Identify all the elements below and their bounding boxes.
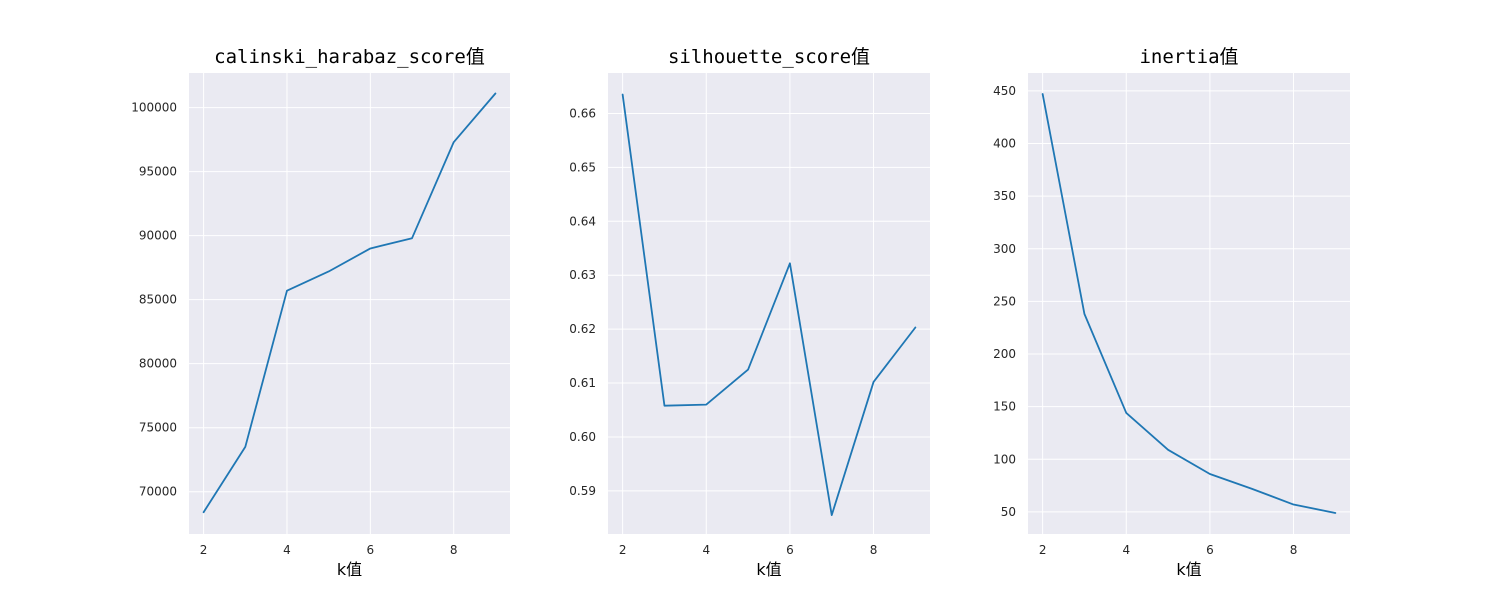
x-axis-label: k值 xyxy=(337,560,362,579)
x-axis-label: k值 xyxy=(756,560,781,579)
x-tick-label: 8 xyxy=(1290,543,1298,557)
chart-panel-inertia: 2 4 6 8 50 100 150 200 250 300 350 400 450 inertia值… xyxy=(993,46,1350,579)
x-tick-label: 8 xyxy=(450,543,458,557)
plot-area xyxy=(608,73,930,534)
x-tick-label: 2 xyxy=(200,543,208,557)
chart-panel-calinski: 2 4 6 8 70000 75000 80000 85000 90000 95000 10000… xyxy=(131,46,510,579)
x-axis-label: k值 xyxy=(1176,560,1201,579)
x-tick-label: 4 xyxy=(702,543,710,557)
y-tick-label: 0.64 xyxy=(569,214,596,228)
x-tick-labels: 2 4 6 8 xyxy=(1039,543,1298,557)
y-tick-labels: 50 100 150 200 250 300 350 400 450 xyxy=(993,84,1016,519)
x-tick-label: 4 xyxy=(1122,543,1130,557)
plot-area xyxy=(1028,73,1350,534)
y-tick-label: 0.66 xyxy=(569,106,596,120)
x-tick-label: 4 xyxy=(283,543,291,557)
grid-lines xyxy=(1028,73,1350,534)
y-tick-label: 50 xyxy=(1001,505,1016,519)
y-tick-label: 85000 xyxy=(139,293,177,307)
y-tick-label: 0.63 xyxy=(569,268,596,282)
y-tick-label: 250 xyxy=(993,294,1016,308)
y-tick-label: 95000 xyxy=(139,165,177,179)
y-tick-label: 70000 xyxy=(139,485,177,499)
y-tick-label: 400 xyxy=(993,137,1016,151)
y-tick-label: 450 xyxy=(993,84,1016,98)
y-tick-label: 0.62 xyxy=(569,322,596,336)
plot-area xyxy=(189,73,510,534)
x-tick-label: 2 xyxy=(619,543,627,557)
chart-title: calinski_harabaz_score值 xyxy=(214,46,485,68)
y-tick-label: 0.61 xyxy=(569,376,596,390)
y-tick-label: 75000 xyxy=(139,421,177,435)
chart-title: silhouette_score值 xyxy=(668,46,870,68)
y-tick-label: 150 xyxy=(993,400,1016,414)
x-tick-labels: 2 4 6 8 xyxy=(200,543,458,557)
y-tick-label: 100 xyxy=(993,452,1016,466)
y-tick-label: 200 xyxy=(993,347,1016,361)
chart-panel-silhouette: 2 4 6 8 0.59 0.60 0.61 0.62 0.63 0.64 0.65 0.66 si… xyxy=(569,46,930,579)
x-tick-label: 6 xyxy=(367,543,375,557)
grid-lines xyxy=(189,73,510,534)
y-tick-label: 0.65 xyxy=(569,160,596,174)
series-line-inertia xyxy=(1041,93,1337,514)
chart-title: inertia值 xyxy=(1139,46,1238,68)
x-tick-label: 6 xyxy=(1206,543,1214,557)
y-tick-label: 300 xyxy=(993,242,1016,256)
y-tick-label: 0.59 xyxy=(569,484,596,498)
y-tick-label: 0.60 xyxy=(569,430,596,444)
series-line-calinski xyxy=(202,92,497,514)
x-tick-label: 8 xyxy=(870,543,878,557)
x-tick-label: 6 xyxy=(786,543,794,557)
y-tick-label: 100000 xyxy=(131,101,177,115)
x-tick-labels: 2 4 6 8 xyxy=(619,543,878,557)
y-tick-label: 80000 xyxy=(139,357,177,371)
y-tick-label: 350 xyxy=(993,189,1016,203)
y-tick-labels: 70000 75000 80000 85000 90000 95000 100000 xyxy=(131,101,177,499)
series-line-silhouette xyxy=(621,93,917,517)
x-tick-label: 2 xyxy=(1039,543,1047,557)
y-tick-label: 90000 xyxy=(139,229,177,243)
y-tick-labels: 0.59 0.60 0.61 0.62 0.63 0.64 0.65 0.66 xyxy=(569,106,596,497)
